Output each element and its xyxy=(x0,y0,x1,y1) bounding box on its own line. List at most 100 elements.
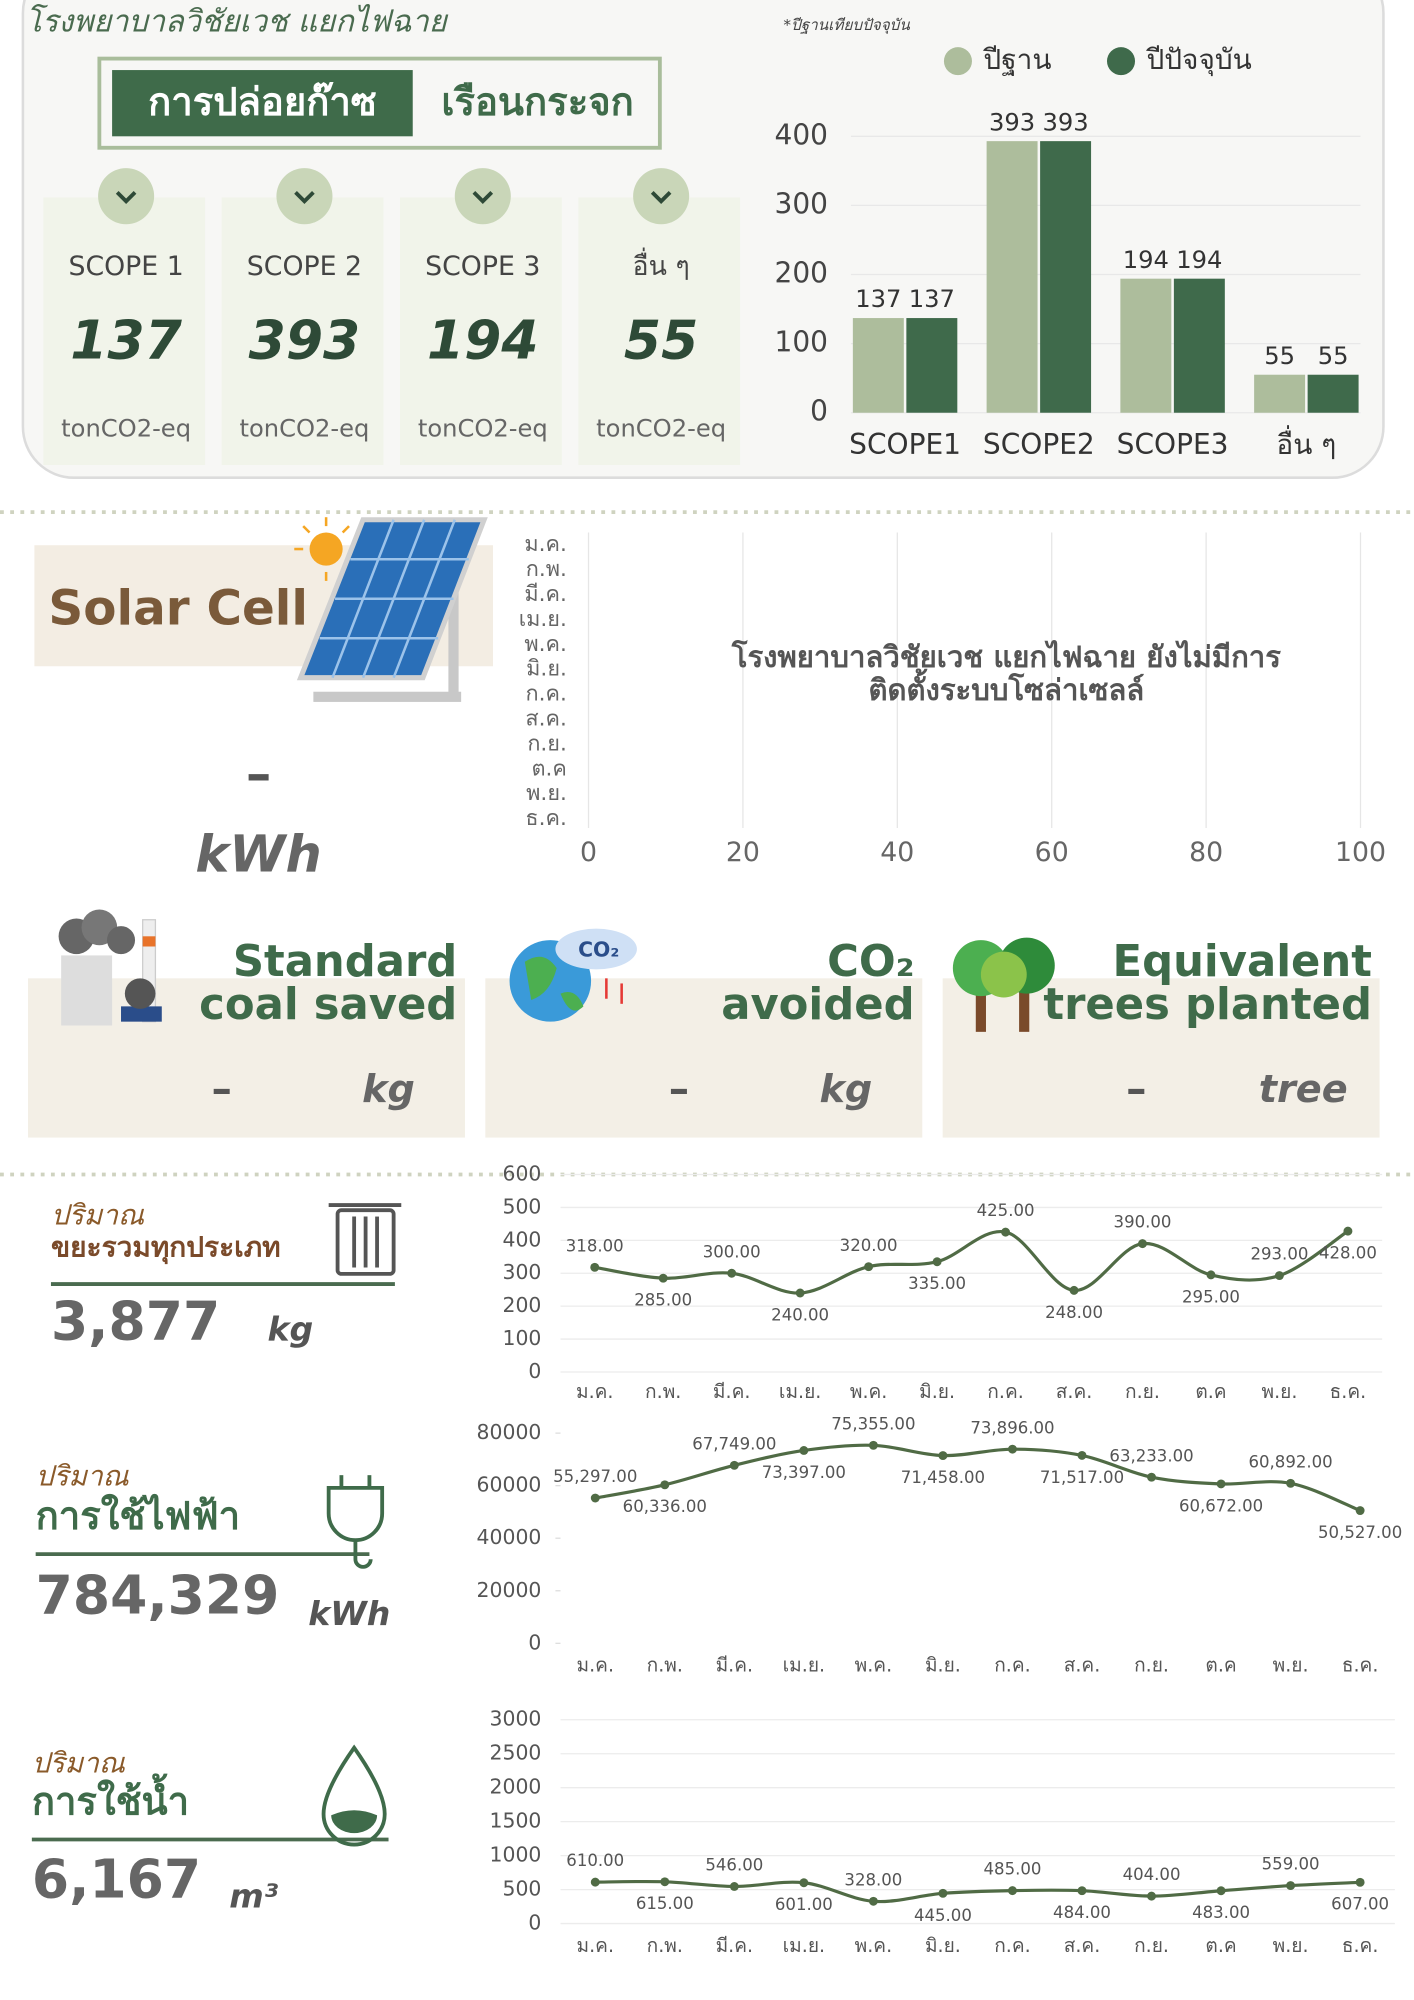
point xyxy=(1274,1271,1284,1281)
y-tick-label: 200 xyxy=(775,257,828,290)
card-icons: CO₂ xyxy=(58,909,1055,1032)
x-tick-label: ก.ย. xyxy=(1125,1380,1160,1403)
data-label: 194 xyxy=(1123,246,1169,274)
annotation: ติดตั้งระบบโซล่าเซลล์ xyxy=(868,668,1144,707)
panel-total: 3,877 xyxy=(51,1289,220,1352)
y-tick-label: พ.ค. xyxy=(524,632,566,657)
data-label: 425.00 xyxy=(977,1201,1035,1220)
scope-value: 194 xyxy=(427,309,539,372)
solar-unit: kWh xyxy=(195,825,321,884)
point xyxy=(727,1268,737,1278)
data-label: 428.00 xyxy=(1319,1244,1377,1263)
bar xyxy=(1040,141,1092,413)
banner-fill xyxy=(112,70,413,137)
x-tick-label: 100 xyxy=(1335,837,1386,868)
point xyxy=(864,1262,874,1272)
y-tick-label: 0 xyxy=(810,395,828,428)
scope-unit: tonCO2-eq xyxy=(240,414,370,442)
point xyxy=(1355,1877,1365,1887)
data-label: 445.00 xyxy=(914,1906,972,1925)
scope-label: SCOPE 1 xyxy=(68,251,183,282)
y-tick-label: 100 xyxy=(775,326,828,359)
banner-text: การปล่อยก๊าซ xyxy=(148,81,377,125)
point xyxy=(590,1877,600,1887)
card-title: CO₂ xyxy=(827,937,915,987)
chevron xyxy=(294,191,315,204)
data-label: 483.00 xyxy=(1192,1903,1250,1922)
data-label: 67,749.00 xyxy=(692,1434,776,1453)
line xyxy=(594,1443,1361,1513)
y-tick-label: 0 xyxy=(528,1359,541,1383)
line xyxy=(595,1879,1361,1904)
data-label: 404.00 xyxy=(1123,1865,1181,1884)
y-tick-label: 400 xyxy=(503,1227,542,1251)
x-tick-label: พ.ค. xyxy=(850,1380,887,1403)
point xyxy=(1069,1285,1079,1295)
x-tick-label: อื่น ๆ xyxy=(1276,425,1336,461)
y-tick-label: 200 xyxy=(503,1293,542,1317)
x-tick-label: ส.ค. xyxy=(1064,1934,1101,1957)
solar-title: Solar Cell xyxy=(48,580,308,636)
point xyxy=(590,1493,600,1503)
y-tick-label: ส.ค. xyxy=(525,707,566,732)
scope-unit: tonCO2-eq xyxy=(61,414,191,442)
x-tick-label: มี.ค. xyxy=(713,1380,750,1403)
data-label: 293.00 xyxy=(1250,1245,1308,1264)
data-label: 63,233.00 xyxy=(1109,1446,1193,1465)
data-label: 559.00 xyxy=(1262,1855,1320,1874)
legend-swatch xyxy=(1106,47,1136,76)
x-tick-label: ธ.ค. xyxy=(1330,1380,1367,1403)
bar xyxy=(1307,374,1359,413)
data-label: 546.00 xyxy=(705,1856,763,1875)
x-tick-label: 40 xyxy=(880,837,914,868)
data-label: 485.00 xyxy=(984,1860,1042,1879)
panel-label: ปริมาณ xyxy=(36,1460,130,1493)
data-label: 73,397.00 xyxy=(762,1463,846,1482)
panel-label: ปริมาณ xyxy=(51,1199,145,1232)
data-label: 484.00 xyxy=(1053,1903,1111,1922)
panel-total: 6,167 xyxy=(32,1847,201,1910)
y-tick-label: 2500 xyxy=(490,1741,542,1765)
y-tick-label: 60000 xyxy=(477,1473,542,1497)
point xyxy=(729,1460,739,1470)
x-tick-label: เม.ย. xyxy=(779,1380,821,1403)
x-tick-label: ต.ค xyxy=(1205,1934,1236,1957)
point xyxy=(729,1882,739,1891)
scope-card xyxy=(221,197,384,465)
x-tick-label: เม.ย. xyxy=(783,1654,825,1677)
x-tick-label: ก.ค. xyxy=(987,1380,1023,1403)
card-box xyxy=(942,978,1380,1138)
legend-label: ปีปัจจุบัน xyxy=(1146,43,1252,77)
y-tick-label: ม.ค. xyxy=(524,532,566,557)
panel-total: 784,329 xyxy=(36,1563,280,1626)
x-tick-label: ก.ย. xyxy=(1134,1934,1169,1957)
y-tick-label: ก.ย. xyxy=(527,731,567,756)
panel-unit: m³ xyxy=(229,1877,278,1916)
chevron-badge xyxy=(276,168,333,225)
x-tick-label: พ.ย. xyxy=(1273,1934,1309,1957)
x-tick-label: ต.ค xyxy=(1205,1654,1236,1677)
x-tick-label: ส.ค. xyxy=(1056,1380,1093,1403)
panel-icons xyxy=(321,1203,402,1847)
panel-title: การใช้ไฟฟ้า xyxy=(36,1493,240,1539)
card-value: – xyxy=(669,1065,689,1113)
x-tick-label: ก.ย. xyxy=(1134,1654,1169,1677)
scope-value: 55 xyxy=(624,309,698,372)
point xyxy=(868,1440,878,1450)
chevron xyxy=(472,191,494,204)
y-tick-label: 3000 xyxy=(490,1707,542,1731)
chevron-badge xyxy=(98,168,155,225)
card-title: avoided xyxy=(721,980,914,1030)
data-label: 300.00 xyxy=(703,1242,761,1261)
panel-unit: kWh xyxy=(308,1594,390,1633)
scope-unit: tonCO2-eq xyxy=(418,414,548,442)
scope-card xyxy=(43,197,206,465)
data-label: 71,517.00 xyxy=(1040,1468,1124,1487)
point xyxy=(660,1877,670,1887)
point xyxy=(1216,1886,1226,1896)
data-label: 55,297.00 xyxy=(553,1467,637,1486)
data-label: 320.00 xyxy=(840,1236,898,1255)
solar-value: – xyxy=(246,745,271,804)
bar xyxy=(906,318,958,413)
